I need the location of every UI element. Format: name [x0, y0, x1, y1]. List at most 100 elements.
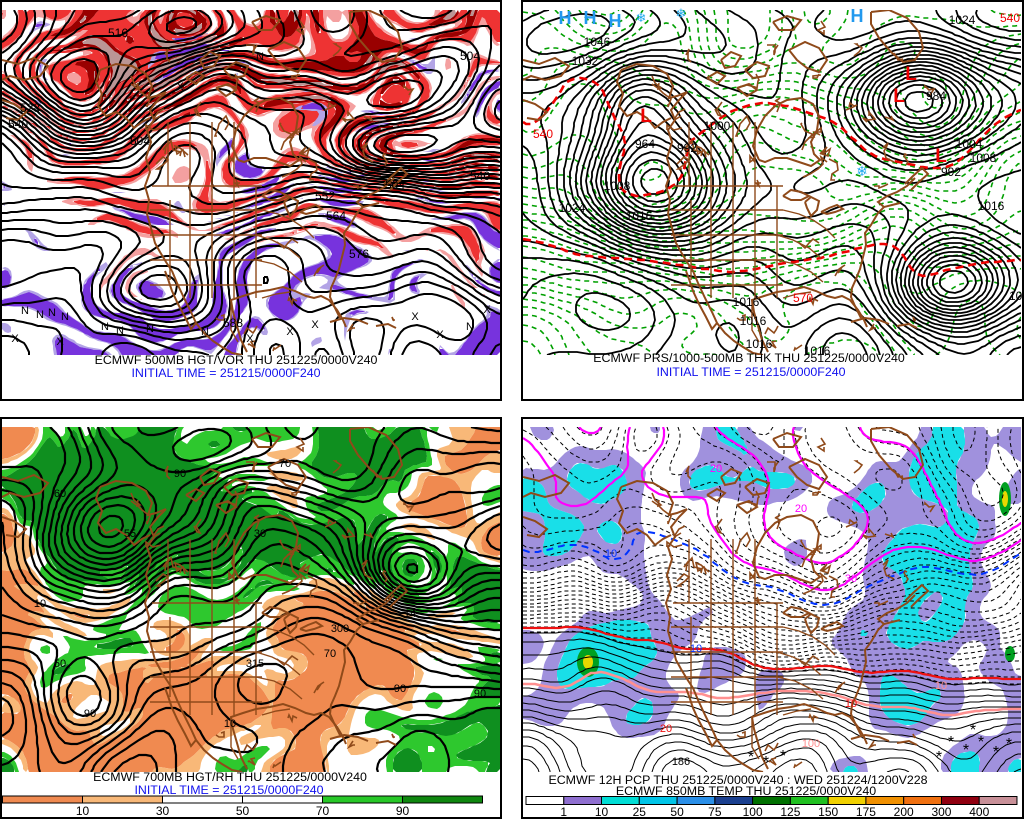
svg-text:70: 70	[316, 804, 330, 818]
svg-text:70: 70	[324, 648, 336, 660]
svg-text:ECMWF 12H PCP THU 251225/0000V: ECMWF 12H PCP THU 251225/0000V240 : WED …	[548, 773, 927, 787]
svg-text:ECMWF 850MB TEMP THU 251225/00: ECMWF 850MB TEMP THU 251225/0000V240	[616, 784, 876, 798]
svg-text:20: 20	[795, 503, 807, 515]
svg-text:400: 400	[969, 805, 989, 819]
svg-text:20: 20	[660, 723, 672, 735]
svg-text:10: 10	[605, 548, 617, 560]
svg-text:516: 516	[108, 26, 128, 40]
svg-text:30: 30	[156, 804, 170, 818]
svg-text:300: 300	[931, 805, 951, 819]
svg-text:552: 552	[315, 189, 335, 203]
svg-text:1008: 1008	[604, 179, 631, 193]
svg-text:*: *	[748, 749, 754, 766]
svg-text:H: H	[559, 8, 572, 28]
svg-text:200: 200	[894, 805, 914, 819]
svg-text:L: L	[640, 106, 652, 127]
svg-text:X: X	[311, 319, 319, 331]
svg-text:❄: ❄	[636, 10, 647, 25]
svg-text:564: 564	[326, 209, 346, 223]
svg-text:*: *	[978, 734, 984, 751]
svg-text:75: 75	[708, 805, 722, 819]
svg-text:N: N	[256, 51, 264, 63]
svg-text:504: 504	[460, 49, 480, 63]
svg-text:504: 504	[130, 134, 150, 148]
svg-text:10: 10	[224, 718, 236, 730]
svg-text:504: 504	[385, 178, 405, 192]
svg-text:1016: 1016	[804, 344, 831, 358]
svg-text:10: 10	[34, 598, 46, 610]
svg-text:10: 10	[76, 804, 90, 818]
svg-text:1016: 1016	[740, 314, 767, 328]
svg-text:ECMWF 700MB HGT/RH THU 251225/: ECMWF 700MB HGT/RH THU 251225/0000V240	[93, 770, 367, 784]
svg-text:1046: 1046	[584, 35, 611, 49]
svg-text:10: 10	[845, 698, 857, 710]
svg-text:540: 540	[470, 169, 490, 183]
svg-text:H: H	[584, 8, 597, 28]
svg-text:1032: 1032	[572, 54, 599, 68]
svg-text:315: 315	[246, 658, 264, 670]
svg-text:X: X	[286, 326, 294, 338]
svg-text:300: 300	[331, 623, 349, 635]
svg-text:55: 55	[124, 528, 136, 540]
svg-text:25: 25	[633, 805, 647, 819]
svg-text:1016: 1016	[733, 295, 760, 309]
svg-text:10: 10	[690, 643, 702, 655]
svg-text:*: *	[948, 734, 954, 751]
svg-text:X: X	[246, 333, 254, 345]
svg-text:ECMWF PRS/1000-500MB THK THU 2: ECMWF PRS/1000-500MB THK THU 251225/0000…	[593, 351, 905, 365]
svg-text:10: 10	[935, 680, 947, 692]
svg-text:INITIAL TIME = 251215/0000F240: INITIAL TIME = 251215/0000F240	[134, 783, 323, 797]
svg-text:175: 175	[856, 805, 876, 819]
svg-text:90: 90	[174, 468, 186, 480]
svg-text:1016: 1016	[746, 337, 773, 351]
svg-text:X: X	[483, 304, 491, 316]
svg-text:576: 576	[349, 247, 369, 261]
svg-text:588: 588	[223, 316, 243, 330]
svg-text:992: 992	[941, 165, 961, 179]
svg-text:101: 101	[1009, 289, 1024, 303]
svg-text:50: 50	[236, 804, 250, 818]
svg-text:540: 540	[533, 127, 553, 141]
svg-text:*: *	[780, 748, 786, 765]
svg-text:20: 20	[710, 463, 722, 475]
svg-text:INITIAL TIME = 251215/0000F240: INITIAL TIME = 251215/0000F240	[131, 366, 320, 380]
svg-text:540: 540	[1000, 11, 1020, 25]
svg-text:L: L	[893, 86, 905, 107]
svg-text:540: 540	[8, 117, 28, 131]
svg-text:INITIAL TIME = 251215/0000F240: INITIAL TIME = 251215/0000F240	[656, 365, 845, 379]
svg-text:H: H	[609, 11, 622, 31]
svg-text:90: 90	[394, 683, 406, 695]
svg-text:❄: ❄	[856, 163, 868, 179]
svg-text:1008: 1008	[970, 151, 997, 165]
svg-text:1024: 1024	[949, 13, 976, 27]
svg-text:100: 100	[802, 738, 820, 750]
svg-text:50: 50	[670, 805, 684, 819]
svg-text:*: *	[936, 749, 942, 766]
svg-text:1016: 1016	[978, 199, 1005, 213]
svg-text:186: 186	[672, 756, 690, 768]
svg-text:1016: 1016	[626, 209, 653, 223]
svg-text:90: 90	[396, 804, 410, 818]
svg-text:964: 964	[635, 137, 655, 151]
svg-text:N: N	[48, 307, 56, 319]
svg-text:N: N	[61, 311, 69, 323]
svg-text:X: X	[56, 336, 64, 348]
svg-text:H: H	[851, 6, 864, 26]
svg-text:X: X	[176, 81, 184, 93]
svg-text:984: 984	[926, 89, 946, 103]
svg-text:X: X	[11, 333, 19, 345]
svg-text:1: 1	[560, 805, 567, 819]
svg-text:992: 992	[677, 141, 697, 155]
svg-text:*: *	[763, 754, 769, 771]
svg-text:N: N	[201, 326, 209, 338]
svg-text:528: 528	[20, 101, 40, 115]
svg-text:10: 10	[595, 805, 609, 819]
svg-text:100: 100	[743, 805, 763, 819]
svg-text:1000: 1000	[704, 119, 731, 133]
svg-text:150: 150	[818, 805, 838, 819]
svg-text:ECMWF 500MB HGT/VOR THU 251225: ECMWF 500MB HGT/VOR THU 251225/0000V240	[95, 353, 378, 367]
svg-text:*: *	[963, 742, 969, 759]
svg-text:N: N	[116, 325, 124, 337]
svg-text:*: *	[993, 744, 999, 761]
svg-text:90: 90	[84, 708, 96, 720]
